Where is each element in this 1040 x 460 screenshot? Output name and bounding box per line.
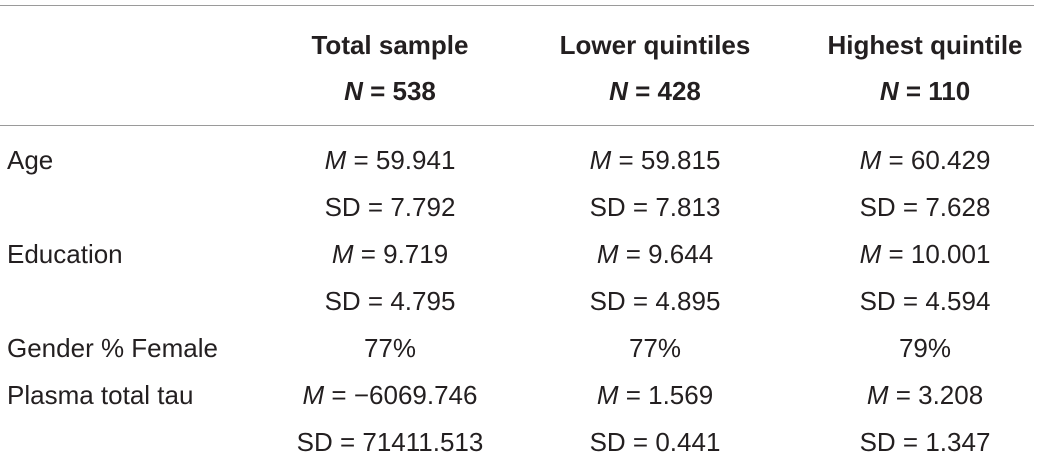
header-title: Highest quintile <box>827 30 1023 60</box>
cell-education-sd-lower: SD = 4.895 <box>589 286 721 316</box>
header-lower-quintiles: Lower quintiles N = 428 <box>505 30 805 106</box>
cell-tau-sd-total: SD = 71411.513 <box>296 427 484 457</box>
header-total-sample: Total sample N = 538 <box>235 30 545 106</box>
cell-tau-sd-lower: SD = 0.441 <box>589 427 721 457</box>
cell-gender-highest: 79% <box>898 333 952 363</box>
cell-gender-total: 77% <box>363 333 417 363</box>
cell-age-sd-lower: SD = 7.813 <box>589 192 721 222</box>
row-label-education: Education <box>7 239 123 269</box>
cell-age-mean-highest: M = 60.429 <box>859 145 991 175</box>
row-label-gender: Gender % Female <box>7 333 218 363</box>
header-n: N = 428 <box>609 76 701 106</box>
row-label-plasma-tau: Plasma total tau <box>7 380 194 410</box>
cell-age-sd-total: SD = 7.792 <box>324 192 456 222</box>
cell-education-mean-highest: M = 10.001 <box>859 239 991 269</box>
cell-education-sd-total: SD = 4.795 <box>324 286 456 316</box>
cell-tau-mean-lower: M = 1.569 <box>596 380 714 410</box>
header-bottom-rule <box>0 125 1034 126</box>
cell-gender-lower: 77% <box>628 333 682 363</box>
header-title: Total sample <box>311 30 469 60</box>
cell-age-mean-total: M = 59.941 <box>324 145 456 175</box>
cell-education-sd-highest: SD = 4.594 <box>859 286 991 316</box>
cell-education-mean-lower: M = 9.644 <box>596 239 714 269</box>
cell-age-sd-highest: SD = 7.628 <box>859 192 991 222</box>
table-top-rule <box>0 5 1034 6</box>
cell-tau-mean-highest: M = 3.208 <box>866 380 984 410</box>
row-label-age: Age <box>7 145 54 175</box>
cell-tau-sd-highest: SD = 1.347 <box>859 427 991 457</box>
cell-education-mean-total: M = 9.719 <box>331 239 449 269</box>
header-highest-quintile: Highest quintile N = 110 <box>775 30 1040 106</box>
cell-tau-mean-total: M = −6069.746 <box>302 380 478 410</box>
header-n: N = 110 <box>879 76 971 106</box>
header-title: Lower quintiles <box>559 30 751 60</box>
header-n: N = 538 <box>344 76 436 106</box>
cell-age-mean-lower: M = 59.815 <box>589 145 721 175</box>
